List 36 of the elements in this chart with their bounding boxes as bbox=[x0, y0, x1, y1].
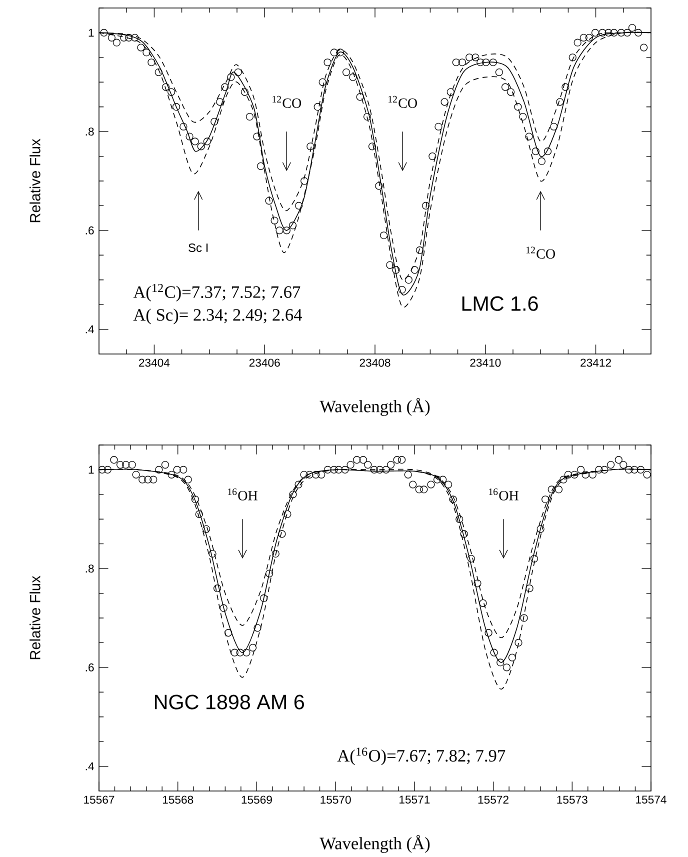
y-tick-label: .4 bbox=[86, 325, 94, 334]
x-tick-label: 23412 bbox=[580, 358, 611, 367]
y-tick-label: 1 bbox=[88, 28, 94, 37]
annotation: A($^{16}$O)=7.67; 7.82; 7.97 bbox=[337, 748, 506, 766]
y-axis-title: Relative Flux bbox=[30, 138, 40, 222]
annotation: $^{12}$CO bbox=[526, 246, 555, 259]
annotation: $^{12}$CO bbox=[272, 96, 302, 108]
annotation: LMC 1.6 bbox=[462, 296, 538, 311]
x-tick-label: 15567 bbox=[84, 796, 114, 804]
x-tick-label: 15571 bbox=[400, 796, 430, 804]
x-tick-label: 23406 bbox=[249, 358, 280, 367]
y-tick-label: .8 bbox=[86, 564, 94, 573]
x-tick-label: 23410 bbox=[470, 358, 501, 367]
y-tick-label: 1 bbox=[88, 466, 94, 474]
annotation: $^{16}$OH bbox=[228, 488, 258, 500]
x-tick-label: 15573 bbox=[557, 796, 588, 804]
annotation: $^{12}$CO bbox=[388, 96, 417, 108]
y-axis-title: Relative Flux bbox=[30, 576, 40, 660]
x-tick-label: 15568 bbox=[162, 796, 194, 804]
x-tick-label: 15569 bbox=[242, 796, 272, 804]
x-tick-label: 23408 bbox=[360, 358, 390, 367]
x-tick-label: 15574 bbox=[636, 796, 666, 804]
annotation: $^{16}$OH bbox=[489, 488, 518, 500]
annotation: NGC 1898 AM 6 bbox=[155, 694, 304, 710]
y-tick-label: .4 bbox=[86, 762, 94, 770]
x-tick-label: 15570 bbox=[320, 796, 351, 804]
y-tick-label: .6 bbox=[86, 226, 94, 234]
annotation: Sc I bbox=[188, 243, 208, 252]
x-tick-label: 15572 bbox=[478, 796, 508, 804]
annotation: A($^{12}$C)=7.37; 7.52; 7.67 bbox=[133, 284, 300, 302]
y-tick-label: .6 bbox=[86, 663, 94, 672]
annotation: A( Sc)= 2.34; 2.49; 2.64 bbox=[133, 308, 302, 324]
x-tick-label: 23404 bbox=[139, 358, 170, 367]
x-axis-title: Wavelength (Å) bbox=[320, 398, 430, 416]
y-tick-label: .8 bbox=[86, 128, 94, 136]
x-axis-title: Wavelength (Å) bbox=[320, 834, 430, 853]
